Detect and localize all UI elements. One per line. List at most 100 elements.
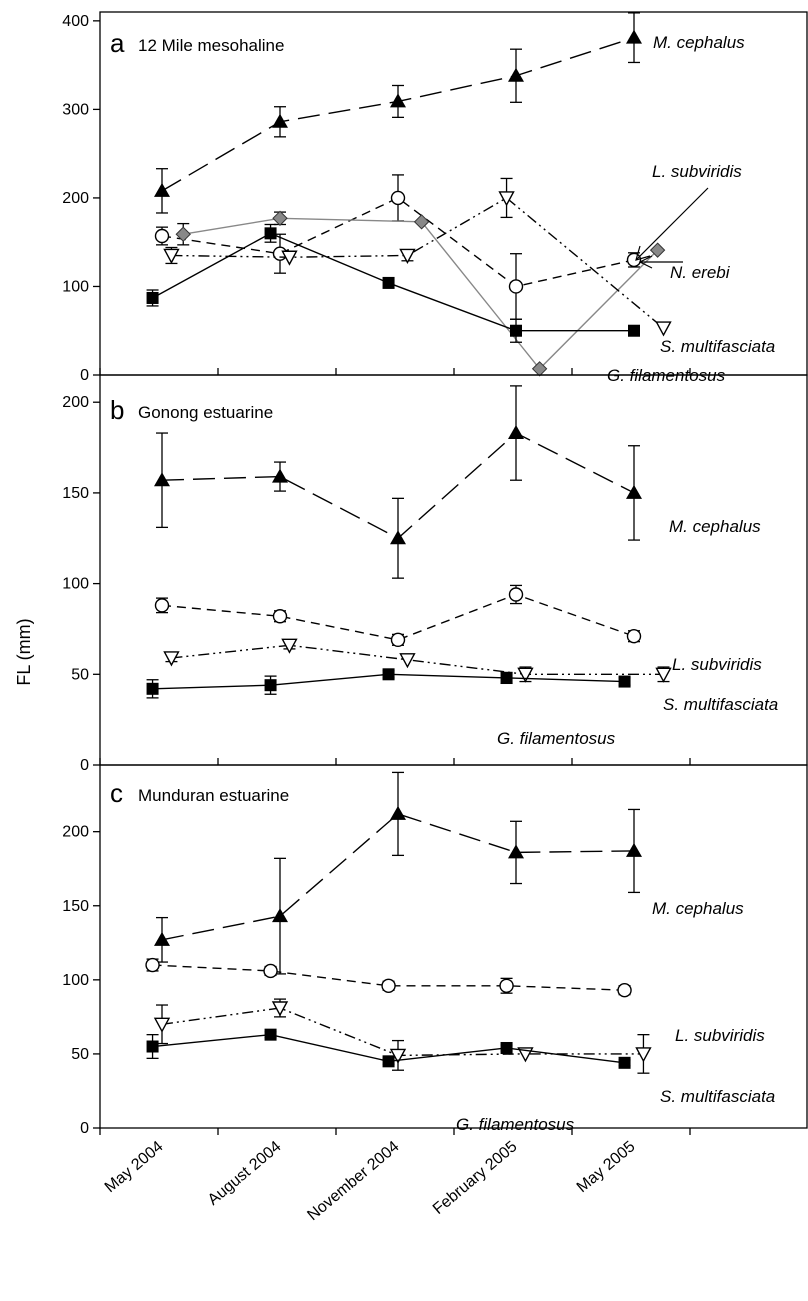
data-point: [381, 978, 396, 993]
panel-c: 0 50 100 150 200 c Munduran estuarine M. cephal…: [62, 764, 808, 1137]
y-tick-label: 100: [62, 576, 89, 593]
y-tick-label: 100: [62, 972, 89, 989]
data-point: [635, 1047, 652, 1063]
y-tick-label: 200: [62, 190, 89, 207]
data-point: [264, 227, 277, 240]
species-label: L. subviridis: [675, 1026, 765, 1045]
data-point: [271, 1001, 289, 1017]
y-tick-label: 300: [62, 101, 89, 118]
annotation-arrow: [635, 187, 709, 269]
data-point: [508, 844, 524, 859]
data-point: [618, 675, 631, 688]
data-point: [390, 530, 406, 545]
data-point: [390, 805, 406, 820]
species-label: G. filamentosus: [497, 729, 616, 748]
data-point: [499, 978, 514, 993]
data-point: [154, 598, 170, 613]
series-line: [171, 197, 664, 329]
data-point: [382, 668, 395, 681]
data-point: [146, 291, 159, 304]
data-point: [500, 671, 513, 684]
y-tick-label: 400: [62, 13, 89, 30]
data-point: [154, 931, 170, 946]
series-m--cephalus: [154, 12, 642, 214]
data-point: [508, 425, 524, 440]
data-point: [626, 252, 642, 268]
data-point: [500, 1041, 513, 1054]
x-tick-label: May 2004: [102, 1138, 167, 1196]
data-point: [413, 214, 430, 230]
species-label: G. filamentosus: [456, 1115, 575, 1134]
panel-b: 0 50 100 150 200 b Gonong estuarine M. cephalus…: [62, 374, 808, 774]
x-tick-label: November 2004: [304, 1138, 402, 1224]
species-label: S. multifasciata: [660, 337, 775, 356]
data-point: [272, 908, 288, 923]
panel-a-frame: [99, 11, 808, 376]
data-point: [272, 210, 288, 226]
series-l--subviridis: [145, 957, 632, 998]
panel-a-letter: a: [110, 28, 125, 58]
data-point: [163, 248, 180, 264]
series-line: [161, 1007, 644, 1057]
panel-a-title: 12 Mile mesohaline: [138, 36, 284, 55]
data-point: [390, 93, 406, 108]
series-g--filamentosus: [146, 668, 631, 699]
series-line: [183, 217, 659, 370]
data-point: [517, 667, 534, 683]
series-s--multifasciata: [163, 177, 672, 337]
x-tick-label: August 2004: [205, 1138, 285, 1209]
data-point: [655, 667, 672, 683]
species-label: M. cephalus: [669, 517, 761, 536]
data-point: [649, 242, 666, 258]
series-line: [171, 644, 664, 676]
data-point: [390, 632, 406, 648]
y-tick-label: 200: [62, 824, 89, 841]
data-point: [498, 191, 515, 207]
series-g--filamentosus: [146, 223, 640, 343]
data-point: [263, 963, 278, 979]
series-l--subviridis: [154, 174, 642, 320]
panel-c-frame: [99, 764, 808, 1129]
y-tick-label: 0: [80, 1120, 89, 1137]
x-tick-label: February 2005: [430, 1138, 521, 1218]
series-line: [161, 813, 635, 941]
series-g--filamentosus: [146, 1028, 631, 1069]
data-point: [531, 361, 548, 377]
y-tick-label: 200: [62, 394, 89, 411]
species-label: L. subviridis: [652, 162, 742, 181]
data-point: [628, 324, 640, 337]
data-point: [272, 113, 288, 128]
series-s--multifasciata: [153, 998, 652, 1074]
data-point: [281, 638, 298, 654]
data-point: [508, 587, 524, 602]
data-point: [626, 629, 642, 644]
panel-a: 0 100 200 300 400 a 12 Mile mesohaline M. cepha…: [62, 11, 808, 385]
data-point: [264, 679, 277, 692]
panel-c-title: Munduran estuarine: [138, 786, 289, 805]
data-point: [146, 1040, 159, 1053]
species-label: S. multifasciata: [663, 695, 778, 714]
data-point: [508, 279, 524, 294]
data-point: [154, 228, 170, 244]
species-label: N. erebi: [670, 263, 731, 282]
y-tick-label: 150: [62, 898, 89, 915]
data-point: [626, 842, 642, 857]
series-m--cephalus: [154, 385, 642, 579]
data-point: [281, 250, 298, 266]
data-point: [399, 248, 416, 264]
data-point: [399, 653, 416, 669]
series-m--cephalus: [154, 771, 642, 975]
species-label: M. cephalus: [652, 899, 744, 918]
data-point: [508, 67, 524, 82]
data-point: [146, 682, 159, 695]
panel-b-letter: b: [110, 395, 124, 425]
series-line: [161, 593, 635, 641]
data-point: [154, 472, 170, 487]
data-point: [618, 1056, 631, 1069]
data-point: [154, 182, 170, 197]
data-point: [626, 484, 642, 499]
data-point: [626, 29, 642, 44]
data-point: [153, 1017, 171, 1033]
data-point: [272, 468, 288, 483]
y-axis-label: FL (mm): [14, 618, 34, 685]
